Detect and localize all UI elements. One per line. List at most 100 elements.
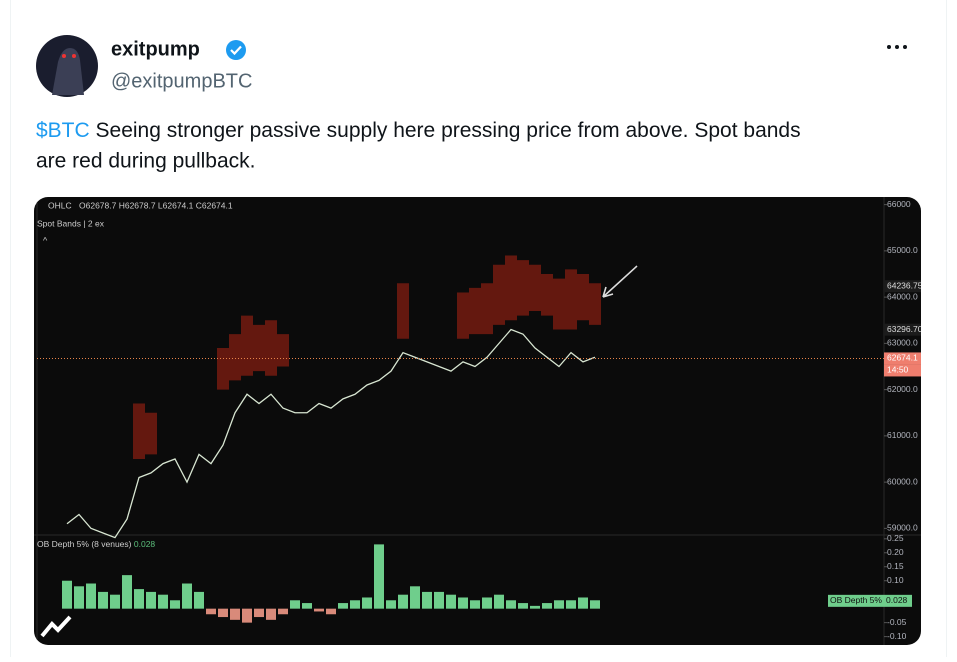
depth-bar [122, 575, 132, 609]
depth-tick-label: 0.15 [887, 561, 904, 571]
depth-bar [266, 608, 276, 620]
price-marker-label: 62674.1 [887, 353, 918, 363]
depth-bar [182, 583, 192, 609]
depth-bar [338, 603, 348, 609]
depth-bar [98, 591, 108, 609]
price-marker [884, 323, 921, 336]
depth-bar [326, 608, 336, 615]
chart-image[interactable]: OHLC O62678.7 H62678.7 L62674.1 C62674.1… [34, 197, 923, 645]
depth-bar [542, 603, 552, 609]
depth-bar [158, 594, 168, 609]
depth-bar [194, 591, 204, 609]
depth-bar [218, 608, 228, 618]
spot-band [517, 260, 529, 316]
depth-bar [350, 600, 360, 609]
depth-tag: OB Depth 5% [830, 595, 882, 605]
price-tick-label: 65000.0 [887, 245, 918, 255]
price-marker [884, 280, 921, 293]
depth-bar [290, 600, 300, 609]
spot-band [481, 283, 493, 335]
countdown-bg [884, 364, 921, 377]
depth-bar [410, 586, 420, 609]
depth-bar [458, 597, 468, 609]
price-tick-label: 60000.0 [887, 476, 918, 486]
depth-bar [530, 605, 540, 609]
depth-bar [362, 597, 372, 609]
depth-bar [302, 603, 312, 609]
depth-bar [74, 586, 84, 609]
depth-bar [518, 603, 528, 609]
spot-band [457, 292, 469, 339]
handle[interactable]: @exitpumpBTC [111, 70, 252, 92]
price-marker-label: 63296.70 [887, 324, 923, 334]
depth-bar [374, 544, 384, 609]
depth-bar [278, 608, 288, 615]
spot-band [265, 320, 277, 376]
spot-band [253, 324, 265, 372]
price-tick-label: 61000.0 [887, 430, 918, 440]
cashtag[interactable]: $BTC [36, 119, 90, 142]
depth-bar [110, 594, 120, 609]
spot-band [241, 315, 253, 376]
avatar[interactable] [36, 35, 98, 97]
depth-bar [386, 600, 396, 609]
spot-band [145, 412, 157, 455]
spot-band [529, 264, 541, 311]
depth-bar [482, 597, 492, 609]
spot-band [505, 255, 517, 321]
depth-bar [422, 591, 432, 609]
text-line: are red during pullback. [36, 150, 255, 173]
depth-marker-label: 0.028 [886, 595, 908, 605]
depth-title: OB Depth 5% (8 venues) 0.028 [37, 539, 155, 549]
tv-logo [40, 615, 72, 638]
price-marker [884, 352, 921, 365]
spot-band [397, 283, 409, 339]
spot-band [277, 334, 289, 367]
tweet-text: $BTC Seeing stronger passive supply here… [36, 119, 801, 142]
ohlc-values: O62678.7 H62678.7 L62674.1 C62674.1 [79, 200, 233, 210]
depth-bar [146, 591, 156, 609]
spot-band [553, 278, 565, 330]
price-marker-label: 64236.75 [887, 280, 923, 290]
depth-bar [170, 600, 180, 609]
depth-bar [590, 600, 600, 609]
depth-tick-label: 0.10 [887, 575, 904, 585]
spot-band [469, 287, 481, 335]
depth-bar [206, 608, 216, 615]
arrow [602, 265, 638, 298]
spot-band [493, 264, 505, 325]
collapse[interactable]: ^ [43, 235, 48, 245]
depth-bar [314, 608, 324, 612]
spot-band [589, 283, 601, 325]
depth-bar [134, 589, 144, 609]
more-button[interactable] [887, 45, 907, 49]
countdown: 14:50 [887, 365, 909, 375]
depth-tick-label: -0.10 [887, 631, 907, 641]
depth-bar [470, 600, 480, 609]
verified-badge [226, 40, 246, 60]
depth-bar [446, 594, 456, 609]
depth-bar [566, 600, 576, 609]
depth-bar [230, 608, 240, 620]
text-line: Seeing stronger passive supply here pres… [96, 119, 801, 142]
author-name[interactable]: exitpump [111, 38, 200, 60]
depth-tick-label: 0.25 [887, 533, 904, 543]
price-tick-label: 62000.0 [887, 384, 918, 394]
depth-marker [884, 594, 912, 607]
price-tick-label: 59000.0 [887, 523, 918, 533]
price-tick-label: 63000.0 [887, 338, 918, 348]
depth-bar [398, 594, 408, 609]
depth-tick-label: 0.20 [887, 547, 904, 557]
depth-bar [578, 597, 588, 609]
price-tick-label: 64000.0 [887, 291, 918, 301]
depth-bar [554, 600, 564, 609]
spot-band [565, 269, 577, 330]
spot-band [133, 403, 145, 459]
price-tick-label: 66000 [887, 199, 911, 209]
indicator-label: Spot Bands | 2 ex [37, 218, 105, 228]
depth-bar [62, 580, 72, 609]
price-line [66, 328, 596, 539]
depth-title-text: OB Depth 5% (8 venues) [37, 539, 132, 549]
depth-bar [254, 608, 264, 618]
